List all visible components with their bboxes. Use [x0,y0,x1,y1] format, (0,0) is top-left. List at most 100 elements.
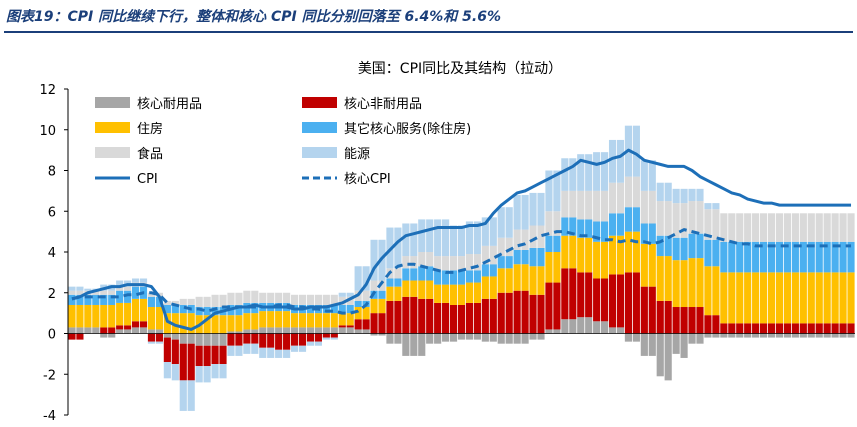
bar-segment-s4-10 [147,292,156,297]
bar-segment-s3-48 [449,270,458,285]
bar-segment-s3-40 [386,278,394,287]
bar-segment-s4-75 [664,201,672,236]
bar-segment-s5-46 [434,219,442,257]
bar-segment-s2-49 [457,284,466,305]
bar-segment-s4-72 [640,190,648,224]
bar-segment-s0-92 [799,333,807,338]
y-tick-label: 2 [48,287,56,302]
bar-segment-s2-71 [632,231,640,273]
bar-segment-s4-46 [434,256,442,271]
bar-segment-s3-16 [195,307,203,316]
bar-segment-s1-44 [418,298,426,334]
bar-segment-s4-6 [116,286,124,291]
bar-segment-s5-79 [696,188,704,202]
bar-segment-s2-96 [831,272,839,324]
bar-segment-s0-36 [354,329,362,334]
bar-segment-s0-22 [243,329,251,334]
bar-segment-s2-40 [386,286,394,301]
bar-segment-s2-2 [84,304,92,328]
bar-segment-s2-29 [298,313,307,328]
bar-segment-s3-87 [760,241,768,273]
bar-segment-s2-56 [513,264,521,291]
bar-segment-s0-47 [442,333,450,342]
bar-segment-s1-35 [346,325,354,328]
bar-segment-s2-15 [187,313,195,334]
bar-segment-s3-90 [783,241,791,273]
bar-segment-s1-96 [831,323,839,334]
bar-segment-s1-40 [386,300,394,334]
bar-segment-s0-15 [187,333,195,344]
bar-segment-s2-91 [791,272,799,324]
bar-segment-s0-3 [92,327,100,334]
bar-segment-s0-6 [116,329,124,334]
bar-segment-s2-44 [418,280,426,299]
bar-segment-s3-2 [84,294,92,305]
bar-segment-s0-21 [235,331,243,334]
bar-segment-s5-52 [481,217,489,246]
y-axis: -4 -2 0 2 4 6 8 10 12 [39,83,855,424]
bar-segment-s5-13 [171,364,179,381]
bar-segment-s3-67 [601,221,609,242]
bar-segment-s1-84 [736,323,744,334]
bar-segment-s4-94 [815,213,823,242]
bar-segment-s4-98 [847,213,855,242]
bar-segment-s4-23 [251,290,259,303]
legend-label-0: 核心耐用品 [137,97,202,112]
bar-segment-s0-53 [489,333,497,342]
bar-segment-s4-43 [410,256,418,269]
bar-segment-s0-89 [775,333,784,338]
bar-segment-s0-61 [553,329,561,334]
bar-segment-s3-42 [402,268,410,281]
bar-segment-s2-23 [251,313,259,330]
bar-segment-s0-65 [585,317,593,334]
bar-segment-s0-35 [346,327,354,334]
legend-swatch-4 [95,147,130,158]
bar-segment-s1-53 [489,298,497,334]
bar-segment-s3-94 [815,241,823,273]
legend-label-1: 核心非耐用品 [344,97,422,112]
bar-segment-s3-63 [569,217,577,236]
bar-segment-s2-72 [640,243,648,287]
bar-segment-s1-67 [601,278,609,322]
bar-segment-s5-69 [616,139,625,183]
bar-segment-s0-95 [823,333,831,338]
bar-segment-s4-48 [449,256,458,271]
bar-segment-s2-60 [545,252,553,283]
legend-swatch-5 [302,147,337,158]
bar-segment-s4-22 [243,290,251,303]
bar-segment-s1-42 [402,296,410,334]
bar-segment-s5-11 [155,341,163,344]
y-tick-label: 8 [48,165,56,180]
bar-segment-s5-34 [338,292,346,297]
bar-segment-s5-30 [306,341,315,346]
bar-segment-s1-88 [767,323,776,334]
bar-segment-s1-58 [529,294,537,334]
bar-segment-s2-52 [481,276,489,299]
bar-segment-s1-12 [163,337,171,363]
bar-segment-s4-83 [728,213,736,242]
bar-segment-s3-61 [553,235,561,252]
bar-segment-s0-31 [314,327,322,334]
bar-segment-s1-22 [243,333,251,344]
legend-swatch-0 [95,97,130,108]
bar-segment-s3-43 [410,268,418,281]
bar-segment-s0-68 [608,327,617,334]
bar-segment-s3-51 [473,270,481,283]
bar-segment-s1-36 [354,319,362,330]
bar-segment-s5-68 [608,139,617,183]
bar-segment-s2-24 [259,311,267,328]
bar-segment-s2-39 [378,298,386,314]
bar-segment-s3-73 [648,223,656,244]
bar-segment-s3-11 [155,296,163,308]
bar-segment-s3-74 [656,235,664,257]
bar-segment-s3-83 [728,241,736,273]
bar-segment-s3-5 [108,294,116,305]
bar-segment-s0-25 [267,327,275,334]
bar-segment-s4-7 [124,286,132,291]
bar-segment-s3-39 [378,290,386,299]
bar-segment-s3-1 [76,294,84,305]
bar-segment-s3-10 [147,296,156,308]
legend-swatch-2 [95,122,130,133]
bar-segment-s4-58 [529,225,537,248]
bar-segment-s0-38 [370,333,378,336]
